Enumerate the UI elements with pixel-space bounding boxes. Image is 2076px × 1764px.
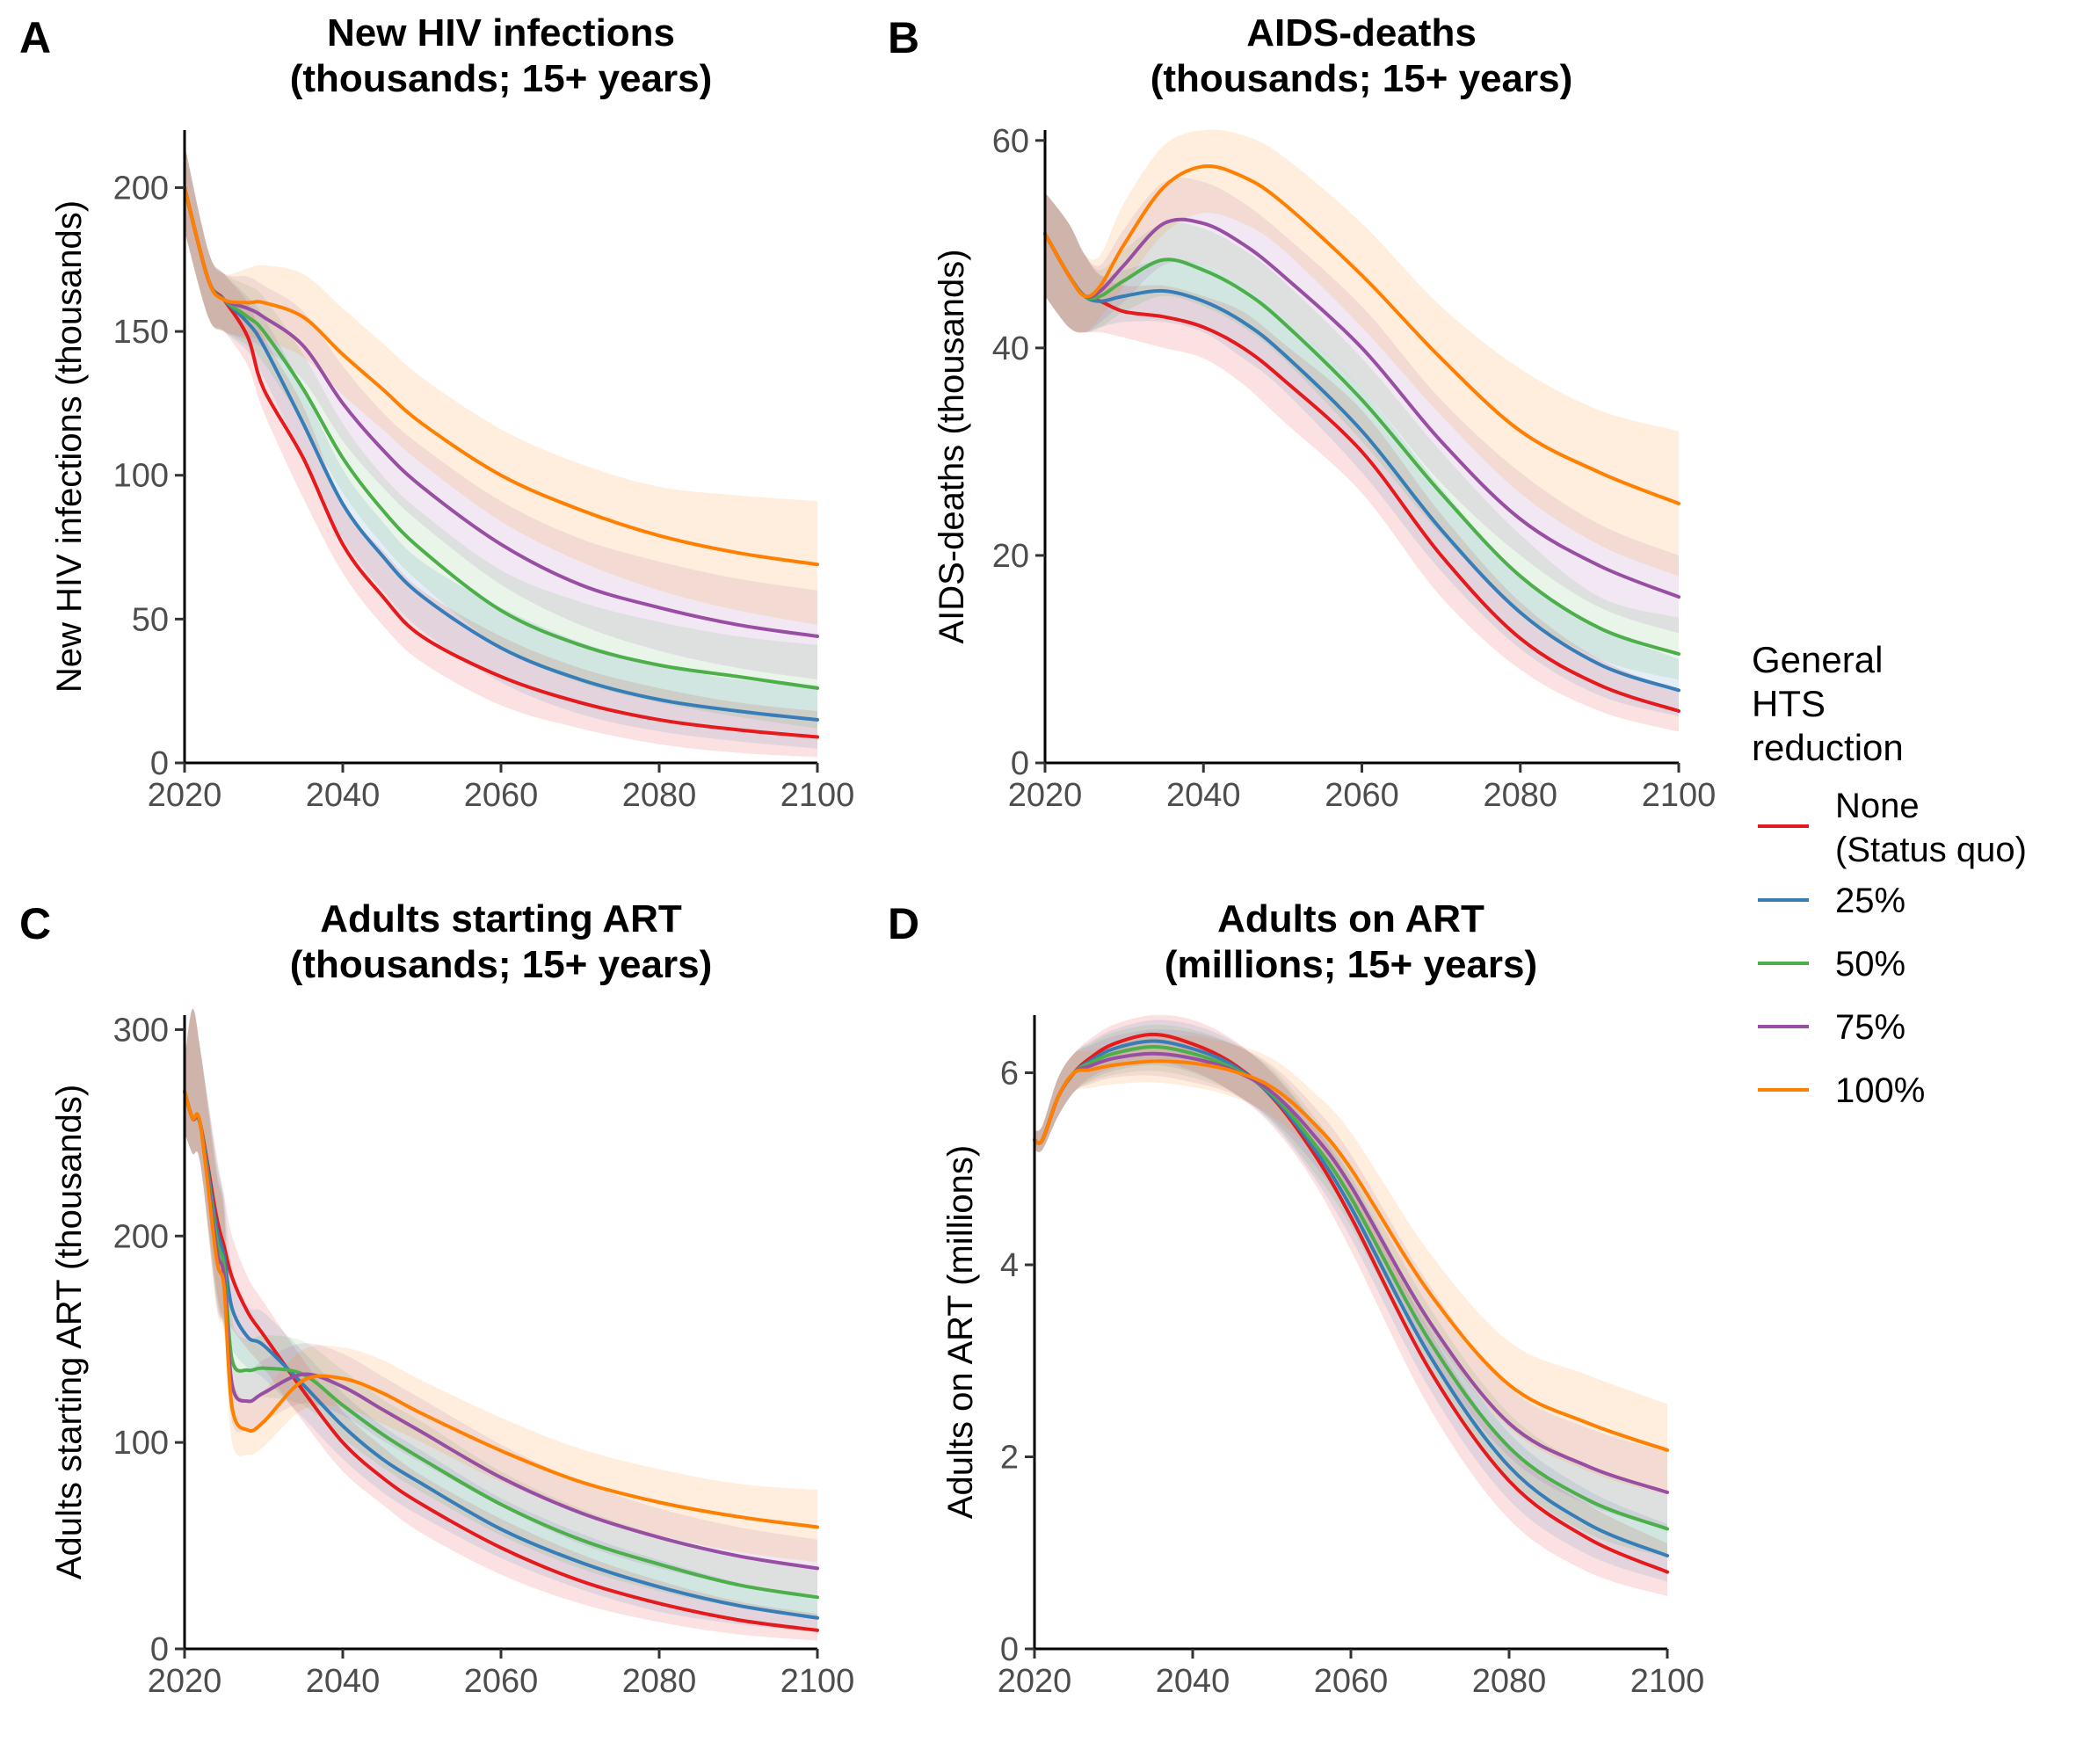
panel-title-line-1: Adults starting ART — [320, 897, 682, 940]
lines — [1033, 1032, 1669, 1574]
line-series-4 — [1043, 163, 1680, 505]
ribbon-series-1 — [1034, 1020, 1667, 1582]
y-axis-label: Adults starting ART (thousands) — [50, 1085, 89, 1579]
x-tick-label: 2060 — [464, 777, 539, 814]
lines — [1043, 163, 1680, 713]
x-tick-label: 2100 — [780, 777, 855, 814]
ribbons — [185, 144, 817, 758]
ribbon-series-0 — [1034, 1014, 1667, 1596]
x-tick-label: 2100 — [780, 1663, 855, 1700]
ribbon-series-4 — [1045, 129, 1679, 577]
lines — [183, 185, 819, 739]
x-tick-label: 2040 — [1156, 1663, 1230, 1700]
y-tick-label: 20 — [992, 538, 1029, 575]
y-tick-label: 0 — [150, 1631, 169, 1668]
legend-title-line-3: reduction — [1752, 727, 1904, 768]
line-series-4 — [183, 185, 819, 567]
lines — [183, 1089, 819, 1632]
y-tick-label: 0 — [1011, 745, 1029, 782]
x-tick-label: 2100 — [1630, 1663, 1705, 1700]
y-tick-label: 200 — [113, 170, 169, 207]
y-tick-label: 60 — [992, 123, 1029, 160]
y-tick-label: 100 — [113, 1425, 169, 1462]
panel-title-line-2: (millions; 15+ years) — [1165, 943, 1537, 986]
panel-letter: C — [19, 899, 51, 948]
x-tick-label: 2040 — [306, 1663, 381, 1700]
x-tick-label: 2100 — [1642, 777, 1717, 814]
panel-title-line-1: Adults on ART — [1217, 897, 1484, 940]
ribbons — [1034, 1014, 1667, 1596]
x-tick-label: 2080 — [1472, 1663, 1547, 1700]
y-tick-label: 2 — [1000, 1440, 1019, 1477]
legend: General HTS reduction None (Status quo) … — [1752, 639, 2027, 1110]
x-tick-label: 2060 — [1314, 1663, 1389, 1700]
line-series-4 — [183, 1089, 819, 1529]
x-tick-label: 2020 — [148, 777, 222, 814]
ribbon-series-4 — [185, 144, 817, 625]
ribbon-series-3 — [1034, 1029, 1667, 1529]
y-tick-label: 300 — [113, 1012, 169, 1049]
y-tick-label: 50 — [132, 601, 169, 638]
ribbon-series-1 — [185, 1008, 817, 1633]
legend-label-75: 75% — [1835, 1008, 1905, 1047]
panel-b: B AIDS-deaths(thousands; 15+ years) AIDS-d… — [888, 11, 1716, 814]
panel-a: A New HIV infections(thousands; 15+ years… — [19, 11, 854, 814]
panel-c: C Adults starting ART(thousands; 15+ year… — [19, 897, 854, 1700]
y-axis-label: New HIV infections (thousands) — [50, 200, 89, 693]
y-tick-label: 150 — [113, 314, 169, 351]
x-tick-label: 2060 — [1325, 777, 1399, 814]
y-tick-label: 6 — [1000, 1056, 1019, 1093]
y-tick-label: 0 — [1000, 1631, 1019, 1668]
x-tick-label: 2080 — [1483, 777, 1557, 814]
legend-label-100: 100% — [1835, 1071, 1925, 1110]
legend-title-line-1: General — [1752, 639, 1883, 680]
y-tick-label: 4 — [1000, 1247, 1019, 1284]
y-tick-label: 200 — [113, 1218, 169, 1255]
x-tick-label: 2060 — [464, 1663, 539, 1700]
panel-letter: A — [19, 13, 51, 62]
x-tick-label: 2020 — [998, 1663, 1072, 1700]
x-tick-label: 2040 — [306, 777, 381, 814]
panel-title-line-2: (thousands; 15+ years) — [1151, 57, 1573, 100]
ribbon-series-2 — [1045, 192, 1679, 680]
legend-label-none-line-2: (Status quo) — [1835, 831, 2027, 869]
ribbon-series-0 — [185, 144, 817, 758]
y-tick-label: 0 — [150, 745, 169, 782]
legend-label-50: 50% — [1835, 945, 1905, 984]
ribbon-series-4 — [1034, 1034, 1667, 1496]
x-tick-label: 2080 — [622, 777, 697, 814]
panels: A New HIV infections(thousands; 15+ years… — [19, 11, 1716, 1700]
x-tick-label: 2040 — [1166, 777, 1241, 814]
panel-letter: B — [888, 13, 919, 62]
ribbon-series-1 — [185, 144, 817, 749]
legend-label-25: 25% — [1835, 882, 1905, 920]
line-series-4 — [1033, 1059, 1669, 1452]
legend-title-line-2: HTS — [1752, 683, 1826, 724]
panel-letter: D — [888, 899, 919, 948]
y-axis-label: Adults on ART (millions) — [941, 1145, 980, 1519]
panel-title-line-1: AIDS-deaths — [1246, 11, 1477, 54]
y-tick-label: 40 — [992, 330, 1029, 367]
x-tick-label: 2020 — [148, 1663, 222, 1700]
y-tick-label: 100 — [113, 458, 169, 495]
panel-d: D Adults on ART(millions; 15+ years) Adult… — [888, 897, 1704, 1700]
ribbon-series-2 — [185, 1008, 817, 1618]
panel-title-line-2: (thousands; 15+ years) — [290, 57, 713, 100]
legend-label-none-line-1: None — [1835, 787, 1920, 825]
panel-title-line-2: (thousands; 15+ years) — [290, 943, 713, 986]
y-axis-label: AIDS-deaths (thousands) — [933, 249, 971, 643]
x-tick-label: 2080 — [622, 1663, 697, 1700]
x-tick-label: 2020 — [1008, 777, 1083, 814]
panel-title-line-1: New HIV infections — [327, 11, 675, 54]
ribbon-series-3 — [185, 1008, 817, 1598]
